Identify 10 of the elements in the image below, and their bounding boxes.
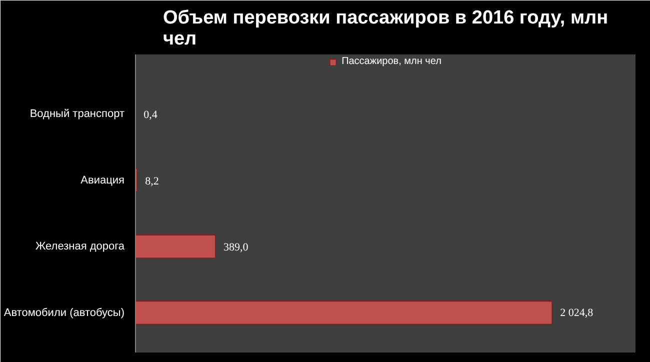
data-label: 8,2 bbox=[145, 175, 159, 188]
data-label: 0,4 bbox=[144, 109, 158, 122]
data-label: 2 024,8 bbox=[560, 306, 594, 319]
y-tick-label: Автомобили (автобусы) bbox=[4, 306, 125, 319]
data-label: 389,0 bbox=[224, 242, 249, 254]
chart-title: Объем перевозки пассажиров в 2016 году, млн чел bbox=[162, 8, 608, 50]
y-tick-label: Авиация bbox=[80, 174, 125, 186]
y-tick-label: Железная дорога bbox=[36, 240, 126, 253]
y-tick-label: Водный транспорт bbox=[30, 108, 125, 120]
legend-label: Пассажиров, млн чел bbox=[342, 56, 442, 67]
